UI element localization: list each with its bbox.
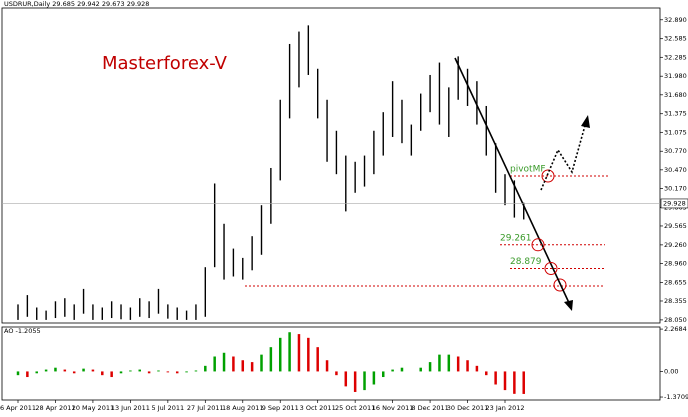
y-tick-label: 31.680 [664,91,687,99]
x-tick-label: 27 Jul 2011 [187,404,224,412]
y-tick-label: 28.655 [664,278,687,286]
x-tick-label: 25 Oct 2011 [335,404,375,412]
y-tick-label: 28.355 [664,297,687,305]
y-tick-label: 30.770 [664,147,687,155]
y-tick-label: 28.960 [664,259,687,267]
arrow-head [564,300,573,311]
y-tick-label: 29.565 [664,222,687,230]
x-tick-label: 6 Apr 2011 [0,404,36,412]
level-label: 29.261 [500,233,532,243]
y-tick-label: 2.2684 [664,325,687,333]
y-tick-label: 29.260 [664,241,687,249]
y-tick-label: 30.470 [664,166,687,174]
pivot-circle [541,169,555,183]
x-tick-label: 13 Jun 2011 [111,404,150,412]
y-tick-label: 28.050 [664,316,687,324]
trend-arrow [454,57,571,306]
x-tick-label: 5 Jul 2011 [152,404,185,412]
level-label: 28.879 [510,257,542,267]
forecast-head [581,115,590,128]
ao-panel [1,326,661,401]
x-tick-label: 18 Aug 2011 [222,404,264,412]
y-tick-label: 0.00 [664,367,678,375]
level-circle [544,261,558,275]
x-tick-label: 23 Jan 2012 [486,404,525,412]
y-tick-label: 32.585 [664,35,687,43]
price-panel [1,7,661,324]
level-circle [531,238,545,252]
y-tick-label: -1.3709 [664,393,688,401]
y-tick-label: 31.375 [664,110,687,118]
x-tick-label: 28 Apr 2011 [35,404,75,412]
pivot-label: pivotMF [510,165,546,175]
x-tick-label: 9 Sep 2011 [262,404,299,412]
watermark: Masterforex-V [102,53,228,74]
chart-title: USDRUR,Daily 29.685 29.942 29.673 29.928 [4,0,149,8]
last-price-box [660,198,688,209]
x-tick-label: 30 Dec 2011 [447,404,489,412]
x-tick-label: 16 Nov 2011 [372,404,414,412]
ao-title: AO -1.2055 [4,327,41,335]
last-price-label: 29.928 [663,199,686,207]
x-tick-label: 8 Dec 2011 [411,404,448,412]
level-circle [553,278,567,292]
x-tick-label: 20 May 2011 [72,404,114,412]
y-tick-label: 31.980 [664,72,687,80]
forecast-arrow [540,121,587,191]
x-tick-label: 3 Oct 2011 [300,404,336,412]
y-tick-label: 32.890 [664,16,687,24]
y-tick-label: 30.170 [664,184,687,192]
y-tick-label: 31.075 [664,128,687,136]
y-tick-label: 32.285 [664,53,687,61]
